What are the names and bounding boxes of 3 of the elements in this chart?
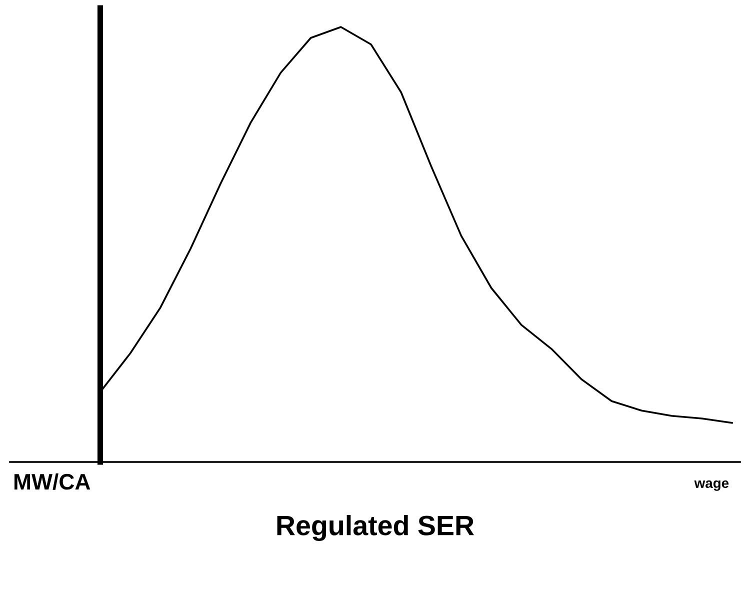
x-axis-title: wage bbox=[694, 480, 729, 491]
text: Regulated SER bbox=[277, 514, 474, 542]
text: MW/CA bbox=[14, 473, 90, 490]
